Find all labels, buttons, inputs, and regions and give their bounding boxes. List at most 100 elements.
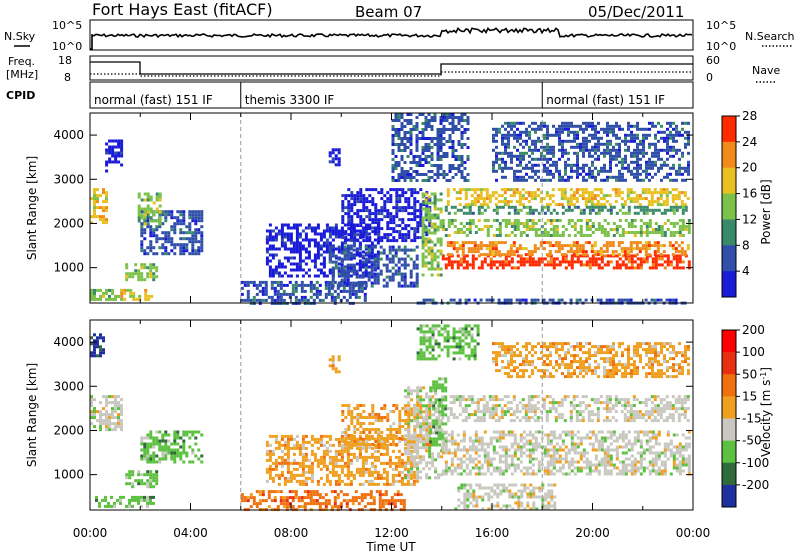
data-cell — [575, 244, 579, 248]
data-cell — [105, 395, 108, 399]
data-cell — [353, 212, 357, 216]
data-cell — [120, 291, 124, 295]
data-cell — [576, 160, 579, 164]
data-cell — [289, 256, 293, 260]
data-cell — [340, 257, 344, 261]
data-cell — [280, 241, 284, 245]
data-cell — [265, 449, 269, 453]
data-cell — [413, 230, 417, 234]
data-cell — [352, 281, 356, 285]
data-cell — [498, 127, 501, 131]
data-cell — [473, 298, 477, 302]
data-cell — [363, 298, 367, 302]
data-cell — [421, 219, 425, 223]
data-cell — [585, 136, 588, 140]
data-cell — [325, 473, 329, 477]
data-cell — [288, 502, 292, 506]
data-cell — [282, 283, 286, 287]
data-cell — [385, 257, 389, 261]
data-cell — [446, 241, 450, 245]
data-cell — [325, 464, 329, 468]
data-cell — [406, 263, 410, 267]
data-cell — [173, 442, 177, 446]
beam-title: Beam 07 — [355, 3, 422, 21]
data-cell — [684, 228, 688, 231]
data-cell — [373, 260, 377, 264]
data-cell — [110, 495, 113, 499]
data-cell — [385, 263, 389, 267]
data-cell — [182, 442, 186, 446]
data-cell — [497, 298, 501, 302]
data-cell — [137, 482, 141, 486]
data-cell — [152, 219, 156, 223]
data-cell — [561, 154, 564, 158]
data-cell — [344, 212, 348, 216]
data-cell — [672, 127, 675, 131]
data-cell — [330, 286, 334, 290]
data-cell — [99, 419, 102, 423]
data-cell — [113, 501, 116, 505]
data-cell — [681, 266, 685, 270]
data-cell — [537, 127, 540, 131]
data-cell — [450, 205, 454, 209]
data-cell — [448, 116, 452, 119]
data-cell — [418, 131, 422, 134]
data-cell — [415, 281, 419, 285]
data-cell — [504, 121, 507, 125]
data-cell — [413, 188, 417, 192]
data-cell — [90, 351, 93, 355]
data-cell — [653, 241, 657, 245]
data-cell — [102, 407, 105, 411]
data-cell — [507, 211, 511, 215]
data-cell — [325, 241, 329, 245]
data-cell — [191, 451, 195, 455]
data-cell — [530, 298, 534, 302]
data-cell — [528, 160, 531, 164]
data-cell — [507, 124, 510, 128]
data-cell — [612, 222, 616, 225]
data-cell — [356, 191, 360, 195]
data-cell — [191, 234, 195, 238]
data-cell — [546, 231, 550, 234]
data-cell — [540, 145, 543, 149]
data-cell — [347, 227, 351, 231]
data-cell — [370, 455, 374, 459]
data-cell — [364, 449, 368, 453]
data-cell — [149, 470, 153, 474]
data-cell — [680, 250, 684, 254]
data-cell — [90, 291, 93, 295]
data-cell — [546, 263, 550, 267]
data-cell — [608, 203, 612, 207]
data-cell — [436, 146, 440, 149]
data-cell — [504, 166, 507, 170]
data-cell — [391, 467, 395, 471]
data-cell — [167, 433, 171, 437]
data-cell — [585, 148, 588, 152]
data-cell — [406, 458, 410, 462]
data-cell — [618, 172, 621, 176]
data-cell — [90, 354, 93, 358]
data-cell — [609, 205, 613, 209]
data-cell — [504, 136, 507, 140]
data-cell — [400, 479, 404, 483]
data-cell — [458, 203, 462, 207]
data-cell — [428, 197, 432, 201]
data-cell — [524, 197, 528, 201]
data-cell — [280, 464, 284, 468]
data-cell — [333, 280, 337, 284]
data-cell — [292, 226, 296, 230]
data-cell — [582, 127, 585, 131]
data-cell — [350, 206, 354, 210]
data-cell — [600, 166, 603, 170]
data-cell — [597, 172, 600, 176]
data-cell — [606, 260, 610, 264]
data-cell — [149, 442, 153, 446]
data-cell — [294, 295, 298, 299]
data-cell — [558, 142, 561, 146]
data-cell — [315, 502, 319, 506]
data-cell — [439, 225, 443, 229]
data-cell — [666, 157, 669, 161]
data-cell — [503, 191, 507, 195]
data-cell — [430, 158, 434, 161]
data-cell — [105, 428, 108, 432]
